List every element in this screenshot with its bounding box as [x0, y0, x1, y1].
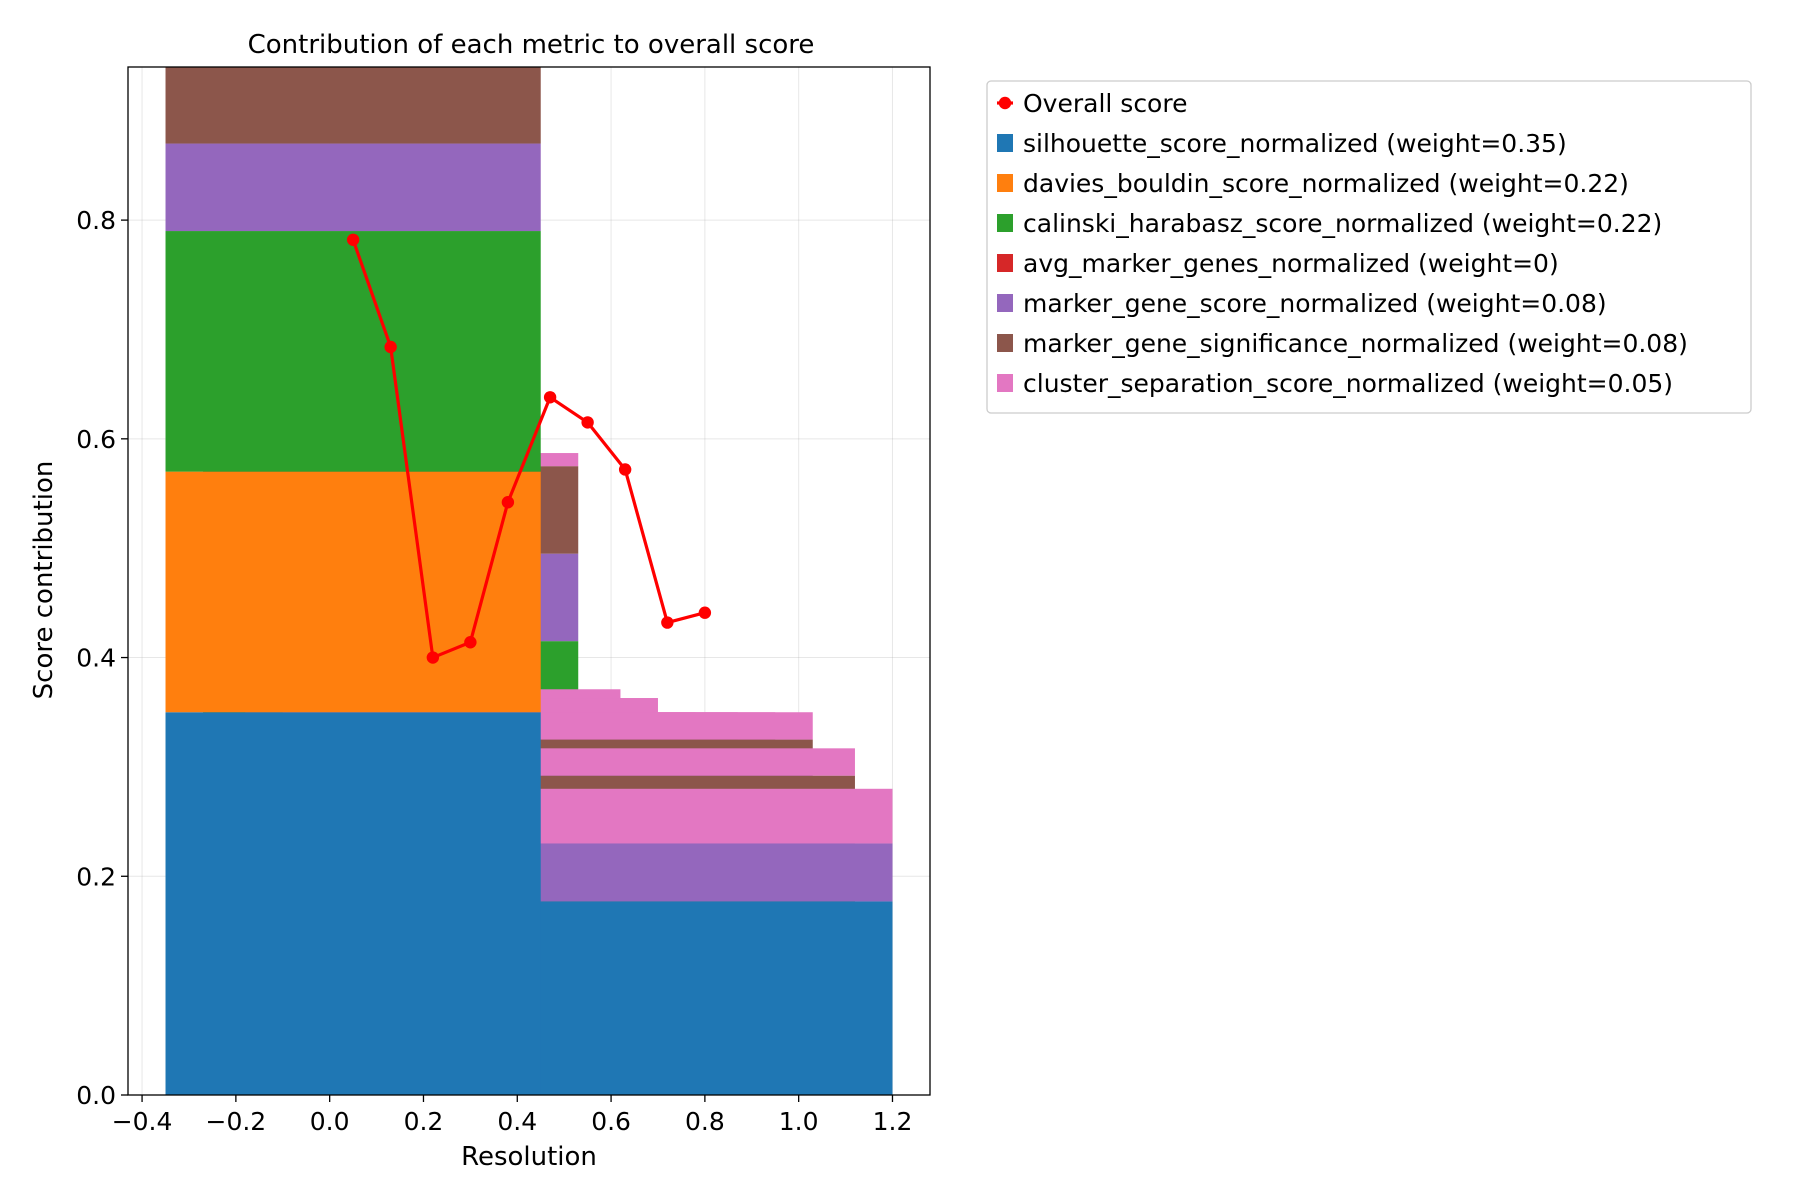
x-axis-label: Resolution [461, 1142, 597, 1172]
y-tick-label-4: 0.8 [76, 206, 116, 235]
bar-segment-6-res-8 [479, 748, 855, 776]
y-tick-label-2: 0.4 [76, 644, 116, 673]
plot-frame [127, 66, 931, 1096]
x-tick-label-8: 1.2 [873, 1107, 913, 1136]
y-tick-label-0: 0.0 [76, 1081, 116, 1110]
bar-segment-2-res-0 [165, 231, 541, 472]
legend-swatch-3 [997, 254, 1013, 272]
legend-label-7: cluster_separation_score_normalized (wei… [1023, 369, 1673, 398]
legend-marker-swatch [998, 96, 1012, 110]
overall-score-point-6 [581, 416, 594, 429]
bar-segment-5-res-0 [165, 67, 541, 144]
overall-score-point-2 [426, 651, 440, 664]
x-tick-label-0: −0.4 [112, 1107, 173, 1136]
y-tick-label-1: 0.2 [76, 862, 116, 891]
bar-segment-0-res-9 [517, 901, 893, 1095]
overall-score-point-8 [661, 616, 674, 629]
legend-swatch-5 [997, 334, 1013, 352]
legend-label-2: davies_bouldin_score_normalized (weight=… [1023, 169, 1629, 198]
bar-segment-0-res-0 [165, 712, 541, 1095]
bar-segment-6-res-9 [517, 788, 893, 844]
overall-score-point-4 [501, 496, 515, 509]
x-tick-label-5: 0.6 [591, 1107, 631, 1136]
bar-segment-4-res-0 [165, 143, 541, 232]
overall-score-point-0 [346, 233, 360, 246]
x-tick-label-4: 0.4 [497, 1107, 537, 1136]
bar-segment-4-res-9 [517, 843, 893, 902]
legend-label-5: marker_gene_score_normalized (weight=0.0… [1023, 289, 1607, 318]
bar-segments [165, 67, 893, 1095]
legend-swatch-6 [997, 374, 1013, 392]
x-tick-label-1: −0.2 [206, 1107, 267, 1136]
x-tick-label-3: 0.2 [404, 1107, 444, 1136]
overall-score-point-7 [618, 463, 632, 476]
legend-swatch-2 [997, 214, 1013, 232]
legend-label-4: avg_marker_genes_normalized (weight=0) [1023, 249, 1559, 278]
x-axis-ticks: −0.4 −0.2 0.0 0.2 0.4 0.6 0.8 1.0 1.2 [112, 1095, 913, 1136]
x-tick-label-6: 0.8 [685, 1107, 725, 1136]
overall-score-point-3 [464, 636, 477, 649]
y-tick-label-3: 0.6 [76, 425, 116, 454]
legend-swatch-4 [997, 294, 1013, 312]
legend-swatch-1 [997, 174, 1013, 192]
legend-label-0: Overall score [1023, 89, 1187, 118]
overall-score-polyline [351, 239, 706, 660]
legend-label-1: silhouette_score_normalized (weight=0.35… [1023, 129, 1567, 158]
chart-title: Contribution of each metric to overall s… [248, 30, 815, 60]
x-tick-label-7: 1.0 [779, 1107, 819, 1136]
legend-label-6: marker_gene_significance_normalized (wei… [1023, 329, 1688, 358]
overall-score-point-9 [698, 606, 712, 619]
overall-score-point-5 [543, 391, 557, 404]
y-axis-label: Score contribution [29, 461, 59, 700]
bar-segment-1-res-0 [165, 471, 541, 713]
overall-score-point-1 [384, 340, 397, 354]
legend-swatch-0 [997, 134, 1013, 152]
x-tick-label-2: 0.0 [310, 1107, 350, 1136]
overall-score-line [346, 233, 712, 664]
legend-box [986, 80, 1752, 414]
y-axis-ticks: 0.0 0.2 0.4 0.6 0.8 [76, 206, 128, 1110]
legend: Overall score silhouette_score_normalized… [986, 80, 1752, 414]
legend-label-3: calinski_harabasz_score_normalized (weig… [1023, 209, 1662, 238]
